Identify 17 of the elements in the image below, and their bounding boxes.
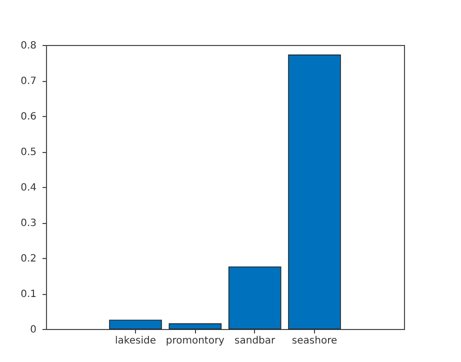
- bar: [228, 266, 282, 330]
- y-tick-label: 0.5: [20, 147, 36, 158]
- y-tick-label: 0.2: [20, 254, 36, 264]
- y-tick-label: 0.8: [20, 40, 36, 52]
- bar: [109, 320, 162, 330]
- x-tick-label: promontory: [166, 336, 225, 346]
- x-tick-label: sandbar: [234, 336, 276, 346]
- x-tick-label: lakeside: [115, 336, 156, 346]
- y-tick-label: 0.7: [20, 76, 36, 87]
- y-tick-label: 0.4: [20, 182, 36, 194]
- y-tick-label: 0: [30, 324, 36, 336]
- x-tick-label: seashore: [292, 336, 338, 346]
- y-tick-label: 0.1: [20, 289, 36, 300]
- y-tick-label: 0.3: [20, 218, 36, 229]
- bar: [168, 323, 222, 330]
- bar: [288, 54, 341, 330]
- y-tick-label: 0.6: [20, 112, 36, 122]
